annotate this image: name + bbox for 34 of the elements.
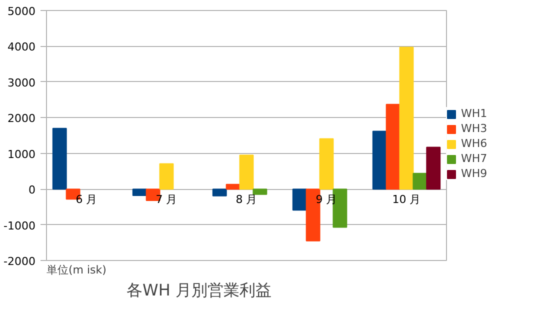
legend-label: WH3 [461,122,488,135]
legend-label: WH1 [461,107,488,120]
bar [332,188,348,228]
bar [386,104,400,190]
y-tick-label: 2000 [8,112,36,126]
y-tick-label: 1000 [8,148,36,161]
text: 単位(m isk) [46,264,106,276]
bar [412,172,428,190]
y-tick-label: 5000 [8,5,36,18]
y-tick-label: -1000 [4,219,36,232]
y-tick-label: -2000 [4,255,36,268]
bar [319,138,334,190]
bar [306,188,320,242]
bar [146,188,160,201]
x-tick-label: 8 月 [236,193,258,206]
y-tick-label: 0 [28,184,36,197]
legend-label: WH6 [461,137,488,150]
bar [252,188,268,195]
bar [399,46,414,190]
bar [239,154,254,190]
bar [292,188,307,211]
bar [52,128,67,190]
x-tick-label: 10 月 [392,193,421,206]
legend-label: WH9 [461,167,488,180]
bar [132,188,147,196]
legend-label: WH7 [461,152,488,165]
y-tick-label: 4000 [8,40,36,54]
bar [372,130,387,190]
bar [226,184,240,190]
bar [426,146,441,190]
y-tick-label: 3000 [8,76,36,90]
bar [159,163,174,190]
bar [212,188,227,196]
text: 各WH 月別営業利益 [126,280,272,300]
